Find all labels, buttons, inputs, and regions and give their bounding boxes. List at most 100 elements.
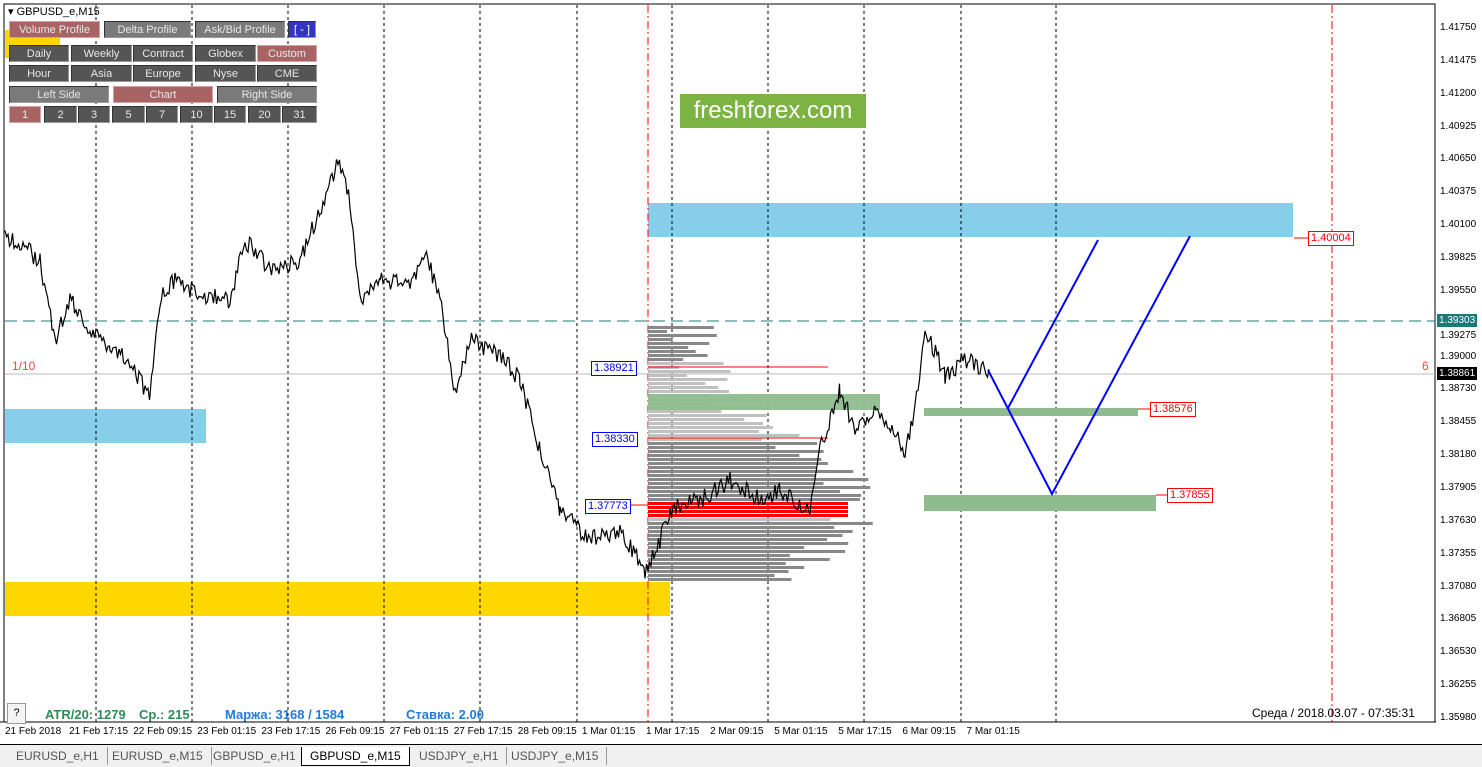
green-zone-target1 (924, 408, 1138, 416)
volume-profile-bar (648, 470, 854, 473)
price-tick: 1.40925 (1440, 120, 1477, 132)
time-tick: 2 Mar 09:15 (710, 726, 764, 737)
price-line (4, 159, 990, 579)
volume-profile-bar (648, 334, 717, 337)
profile-button-7[interactable]: 7 (146, 106, 178, 123)
chart-tab[interactable]: USDJPY_e,H1 (411, 747, 508, 765)
volume-profile-bar (648, 558, 830, 561)
volume-profile-bar (648, 490, 840, 493)
time-tick: 28 Feb 09:15 (517, 726, 577, 737)
volume-profile-bar (648, 390, 730, 393)
profile-button-nyse[interactable]: Nyse (195, 65, 256, 82)
help-button[interactable]: ? (7, 703, 26, 724)
volume-profile-bar (648, 422, 763, 425)
profile-button-europe[interactable]: Europe (133, 65, 193, 82)
time-tick: 5 Mar 01:15 (774, 726, 828, 737)
chart-tab[interactable]: EURUSD_e,M15 (104, 747, 212, 765)
profile-level-label: 1.38330 (592, 432, 638, 447)
profile-button-contract[interactable]: Contract (133, 45, 193, 62)
volume-profile-bar (648, 458, 822, 461)
profile-button-collapse[interactable]: [ - ] (288, 21, 316, 38)
time-tick: 6 Mar 09:15 (902, 726, 956, 737)
volume-profile-bar (648, 526, 835, 529)
chart-tab[interactable]: USDJPY_e,M15 (503, 747, 608, 765)
price-tick: 1.41200 (1440, 87, 1477, 99)
volume-profile-bar (648, 362, 724, 365)
profile-button-3[interactable]: 3 (78, 106, 110, 123)
volume-profile-bar (648, 350, 696, 353)
volume-profile-bar (648, 578, 792, 581)
volume-profile-bar (648, 450, 824, 453)
price-tick: 1.38455 (1440, 416, 1477, 428)
profile-button-left-side[interactable]: Left Side (9, 86, 109, 103)
profile-button-5[interactable]: 5 (112, 106, 145, 123)
time-tick: 26 Feb 09:15 (325, 726, 385, 737)
volume-profile-bar (648, 338, 673, 341)
volume-profile-bar (648, 546, 805, 549)
price-tick: 1.38180 (1440, 449, 1477, 461)
profile-button-weekly[interactable]: Weekly (71, 45, 132, 62)
volume-profile-bar (648, 498, 860, 501)
profile-button-volume-profile[interactable]: Volume Profile (9, 21, 100, 38)
volume-profile-bar (648, 386, 719, 389)
volume-profile-bar (648, 378, 728, 381)
volume-profile-bar (648, 418, 745, 421)
volume-profile-bar (648, 554, 790, 557)
profile-button-2[interactable]: 2 (44, 106, 77, 123)
profile-button-asia[interactable]: Asia (71, 65, 132, 82)
time-tick: 21 Feb 2018 (5, 726, 62, 737)
time-tick: 23 Feb 01:15 (197, 726, 257, 737)
atr-value: ATR/20: 1279 (45, 707, 126, 722)
freshforex-logo: freshforex.com (680, 94, 866, 128)
profile-button-delta-profile[interactable]: Delta Profile (104, 21, 191, 38)
volume-profile-bar (648, 494, 862, 497)
volume-profile-bar (648, 478, 869, 481)
profile-button-right-side[interactable]: Right Side (217, 86, 317, 103)
volume-profile-bar (648, 462, 828, 465)
yellow-zone (5, 582, 670, 616)
profile-button-10[interactable]: 10 (180, 106, 213, 123)
volume-profile-bar (648, 426, 773, 429)
volume-profile-bar (648, 374, 687, 377)
volume-profile-bar (648, 538, 828, 541)
profile-button-hour[interactable]: Hour (9, 65, 69, 82)
volume-profile-bar (648, 414, 767, 417)
volume-profile-bar (648, 562, 786, 565)
price-tick: 1.40375 (1440, 186, 1477, 198)
profile-button-daily[interactable]: Daily (9, 45, 69, 62)
profile-button-15[interactable]: 15 (214, 106, 246, 123)
volume-profile-bar (648, 346, 689, 349)
price-tick: 1.36255 (1440, 679, 1477, 691)
volume-profile-bar (648, 342, 710, 345)
chart-tabs: EURUSD_e,H1 EURUSD_e,M15 GBPUSD_e,H1 GBPUSD… (0, 744, 1482, 767)
profile-button-31[interactable]: 31 (282, 106, 317, 123)
price-tick: 1.41475 (1440, 54, 1477, 66)
profile-level-label: 1.37773 (585, 499, 631, 514)
profile-button-cme[interactable]: CME (257, 65, 317, 82)
price-tick: 1.39550 (1440, 284, 1477, 296)
volume-profile-bar (648, 354, 708, 357)
volume-profile-bar (648, 434, 800, 437)
chart-tab[interactable]: GBPUSD_e,M15 (301, 747, 410, 766)
blue-zone-left (5, 409, 206, 443)
server-datetime: Среда / 2018.03.07 - 07:35:31 (1252, 706, 1415, 720)
volume-profile-bar (648, 550, 846, 553)
profile-button-20[interactable]: 20 (248, 106, 281, 123)
profile-button-1[interactable]: 1 (9, 106, 41, 123)
chart-tab[interactable]: EURUSD_e,H1 (8, 747, 108, 765)
volume-profile-bar (648, 466, 817, 469)
forecast-line-alt (1007, 239, 1099, 409)
time-tick: 1 Mar 01:15 (581, 726, 636, 737)
price-tick: 1.39825 (1440, 252, 1477, 264)
profile-button-ask-bid-profile[interactable]: Ask/Bid Profile (195, 21, 285, 38)
price-tick: 1.36805 (1440, 613, 1477, 625)
volume-profile-bar (648, 518, 831, 521)
profile-button-chart[interactable]: Chart (113, 86, 213, 103)
chart-tab[interactable]: GBPUSD_e,H1 (205, 747, 305, 765)
volume-profile-bar (648, 446, 776, 449)
green-zone-target2 (924, 495, 1156, 511)
profile-button-globex[interactable]: Globex (195, 45, 256, 62)
volume-profile-bar (648, 486, 871, 489)
time-tick: 7 Mar 01:15 (966, 726, 1020, 737)
profile-button-custom[interactable]: Custom (257, 45, 317, 62)
